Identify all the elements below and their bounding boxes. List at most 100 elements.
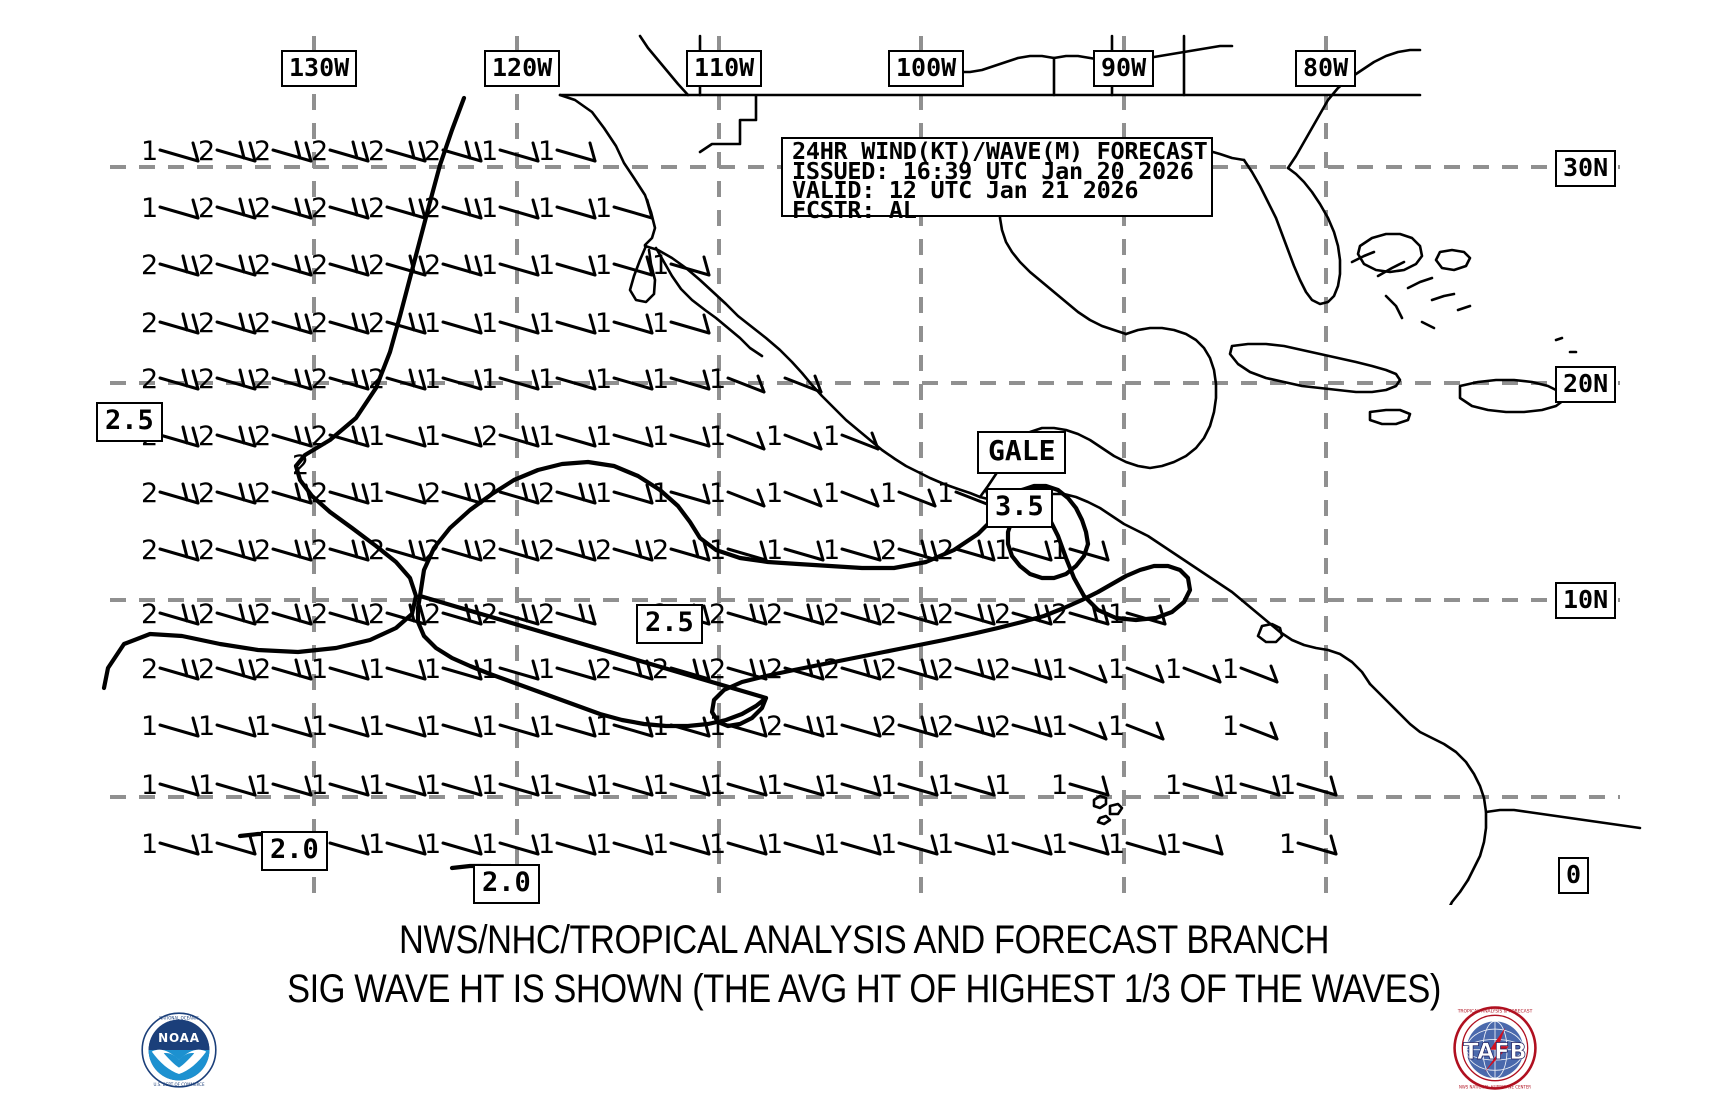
svg-text:1: 1 — [481, 654, 498, 685]
svg-text:1: 1 — [1051, 535, 1068, 566]
svg-text:2: 2 — [198, 421, 215, 452]
svg-text:1: 1 — [538, 136, 555, 167]
svg-text:2: 2 — [823, 599, 840, 630]
svg-text:2: 2 — [424, 136, 441, 167]
svg-text:1: 1 — [481, 770, 498, 801]
svg-text:1: 1 — [538, 364, 555, 395]
forecast-valid: VALID: 12 UTC Jan 21 2026 — [792, 176, 1139, 205]
svg-text:TAFB: TAFB — [1463, 1039, 1526, 1065]
svg-text:1: 1 — [994, 535, 1011, 566]
contour-label-2p0-west: 2.0 — [261, 831, 328, 871]
forecast-title: 24HR WIND(KT)/WAVE(M) FORECAST — [792, 137, 1208, 165]
svg-text:1: 1 — [766, 829, 783, 860]
svg-text:1: 1 — [538, 829, 555, 860]
svg-text:1: 1 — [311, 770, 328, 801]
svg-text:1: 1 — [595, 829, 612, 860]
svg-text:2: 2 — [198, 535, 215, 566]
svg-text:1: 1 — [1051, 711, 1068, 742]
svg-text:2: 2 — [424, 250, 441, 281]
lon-label-text: 130W — [289, 53, 350, 82]
contour-label-2p0-south: 2.0 — [473, 864, 540, 904]
svg-text:2: 2 — [198, 654, 215, 685]
svg-text:1: 1 — [595, 193, 612, 224]
svg-text:2: 2 — [198, 478, 215, 509]
svg-text:1: 1 — [254, 711, 271, 742]
svg-text:1: 1 — [1108, 654, 1125, 685]
svg-text:2: 2 — [311, 535, 328, 566]
svg-text:1: 1 — [652, 829, 669, 860]
svg-text:1: 1 — [709, 364, 726, 395]
svg-text:1: 1 — [198, 829, 215, 860]
svg-text:1: 1 — [141, 136, 158, 167]
svg-text:2: 2 — [141, 308, 158, 339]
svg-text:2: 2 — [481, 599, 498, 630]
svg-text:2: 2 — [292, 450, 309, 481]
lon-label-text: 110W — [694, 53, 755, 82]
svg-text:2: 2 — [937, 599, 954, 630]
svg-text:1: 1 — [1051, 654, 1068, 685]
svg-text:1: 1 — [709, 711, 726, 742]
tafb-logo: TAFB TROPICAL ANALYSIS & FORECAST NWS NA… — [1453, 1006, 1537, 1090]
svg-text:2: 2 — [311, 250, 328, 281]
svg-text:1: 1 — [709, 829, 726, 860]
svg-text:1: 1 — [937, 829, 954, 860]
contour-label-text: 2.0 — [270, 834, 319, 865]
svg-text:2: 2 — [254, 535, 271, 566]
svg-text:1: 1 — [652, 478, 669, 509]
svg-text:2: 2 — [368, 599, 385, 630]
lat-label-20n: 20N — [1555, 366, 1617, 403]
lon-label-90w: 90W — [1093, 50, 1155, 87]
svg-text:2: 2 — [141, 599, 158, 630]
svg-text:1: 1 — [880, 478, 897, 509]
svg-text:1: 1 — [538, 193, 555, 224]
footer-description-line: SIG WAVE HT IS SHOWN (THE AVG HT OF HIGH… — [287, 967, 1441, 1011]
svg-text:1: 1 — [652, 421, 669, 452]
svg-text:2: 2 — [709, 654, 726, 685]
svg-text:1: 1 — [481, 364, 498, 395]
contour-label-2p5-west: 2.5 — [96, 402, 163, 442]
forecast-issued: ISSUED: 16:39 UTC Jan 20 2026 — [792, 156, 1194, 185]
svg-text:1: 1 — [424, 829, 441, 860]
svg-text:1: 1 — [709, 421, 726, 452]
svg-text:1: 1 — [424, 711, 441, 742]
svg-text:1: 1 — [595, 770, 612, 801]
svg-text:2: 2 — [368, 136, 385, 167]
svg-text:1: 1 — [141, 193, 158, 224]
svg-text:2: 2 — [198, 193, 215, 224]
lat-label-10n: 10N — [1555, 582, 1617, 619]
svg-text:2: 2 — [141, 250, 158, 281]
svg-text:1: 1 — [1279, 829, 1296, 860]
contour-label-3p5: 3.5 — [986, 488, 1053, 528]
svg-text:1: 1 — [481, 193, 498, 224]
coastlines — [558, 34, 1642, 930]
svg-text:1: 1 — [198, 711, 215, 742]
noaa-logo: NOAA NATIONAL OCEANIC U.S. DEPT OF COMME… — [141, 1012, 217, 1088]
svg-text:1: 1 — [1051, 770, 1068, 801]
svg-text:2: 2 — [481, 478, 498, 509]
svg-text:1: 1 — [1222, 654, 1239, 685]
svg-text:1: 1 — [311, 654, 328, 685]
svg-text:1: 1 — [595, 364, 612, 395]
svg-text:1: 1 — [595, 711, 612, 742]
svg-text:U.S. DEPT OF COMMERCE: U.S. DEPT OF COMMERCE — [153, 1082, 204, 1087]
lat-label-text: 30N — [1563, 153, 1609, 182]
svg-text:2: 2 — [652, 654, 669, 685]
svg-text:2: 2 — [538, 478, 555, 509]
svg-text:1: 1 — [424, 770, 441, 801]
svg-text:1: 1 — [709, 478, 726, 509]
svg-text:NWS NATIONAL HURRICANE CENTER: NWS NATIONAL HURRICANE CENTER — [1459, 1084, 1531, 1089]
svg-text:1: 1 — [198, 770, 215, 801]
svg-text:1: 1 — [1222, 770, 1239, 801]
svg-text:2: 2 — [994, 599, 1011, 630]
gale-warning-label: GALE — [977, 431, 1067, 474]
svg-text:1: 1 — [538, 308, 555, 339]
svg-text:2: 2 — [424, 599, 441, 630]
svg-text:2: 2 — [311, 421, 328, 452]
svg-text:2: 2 — [368, 193, 385, 224]
svg-text:2: 2 — [254, 308, 271, 339]
svg-text:2: 2 — [141, 654, 158, 685]
svg-text:1: 1 — [595, 421, 612, 452]
svg-text:2: 2 — [766, 599, 783, 630]
